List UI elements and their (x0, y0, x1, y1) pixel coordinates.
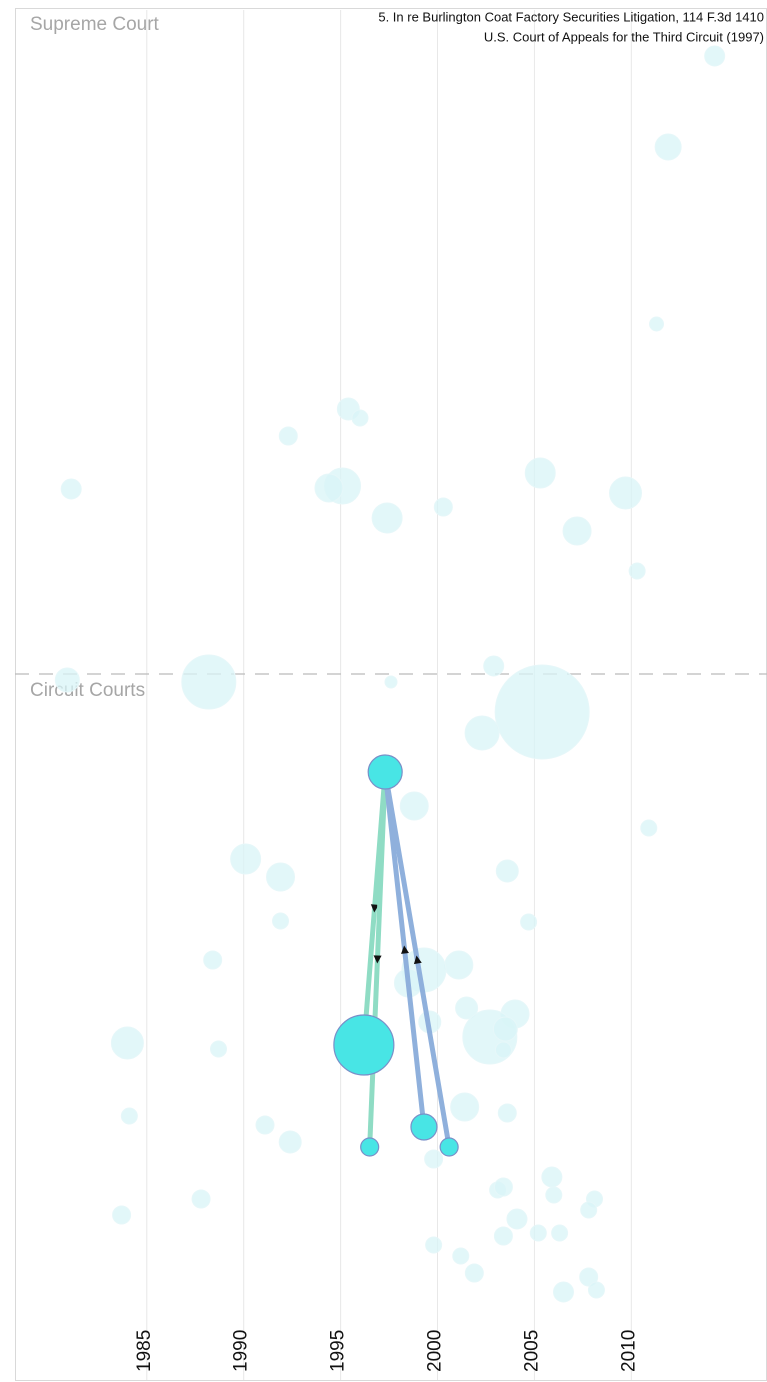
background-bubble (384, 675, 398, 689)
background-bubble (493, 1177, 513, 1197)
background-bubble (628, 562, 646, 580)
background-bubble (524, 457, 556, 489)
background-bubble (181, 654, 237, 710)
background-bubble (579, 1267, 599, 1287)
background-bubble (266, 862, 296, 892)
background-bubble (455, 996, 479, 1020)
background-bubble (494, 664, 590, 760)
background-bubble (704, 45, 726, 67)
x-tick-label: 2000 (425, 1330, 446, 1372)
background-bubble (464, 1263, 484, 1283)
background-bubble (654, 133, 682, 161)
background-bubble (210, 1040, 228, 1058)
x-tick-label: 1990 (231, 1330, 252, 1372)
background-bubble (399, 791, 429, 821)
background-bubble (506, 1208, 528, 1230)
background-bubble (452, 1247, 470, 1265)
background-bubble (545, 1186, 563, 1204)
background-bubble (60, 478, 82, 500)
x-tick-label: 1985 (134, 1330, 155, 1372)
background-bubble (483, 655, 505, 677)
background-bubble (495, 859, 519, 883)
background-bubble (580, 1201, 598, 1219)
link-arrow (401, 945, 409, 954)
background-bubble (492, 1016, 518, 1042)
region-label: Supreme Court (30, 14, 160, 35)
background-bubble (609, 476, 643, 510)
background-bubble (649, 316, 665, 332)
chart-title: 5. In re Burlington Coat Factory Securit… (378, 9, 764, 24)
background-bubble (120, 1107, 138, 1125)
background-bubble (110, 1026, 144, 1060)
background-bubble (587, 1281, 605, 1299)
background-bubble (278, 426, 298, 446)
background-bubble (562, 516, 592, 546)
x-tick-label: 2005 (521, 1330, 542, 1372)
background-bubble (464, 715, 500, 751)
background-bubble (425, 1236, 443, 1254)
background-bubble (493, 1226, 513, 1246)
background-bubble (203, 950, 223, 970)
background-bubble (314, 473, 344, 503)
link-arrow (373, 955, 382, 964)
background-bubble (230, 843, 262, 875)
background-bubble (541, 1166, 563, 1188)
background-bubble (494, 1041, 512, 1059)
background-bubble (191, 1189, 211, 1209)
background-bubble (54, 667, 80, 693)
background-bubble (444, 950, 474, 980)
background-bubble (351, 409, 369, 427)
background-bubble (640, 819, 658, 837)
region-label: Circuit Courts (30, 680, 145, 701)
highlight-bubble (360, 1137, 380, 1157)
x-tick-label: 1995 (328, 1330, 349, 1372)
background-bubble (424, 1149, 444, 1169)
highlight-bubble (333, 1014, 395, 1076)
grid: 1985 1990 1995 2000 2005 2010 Supreme Court Cir… (15, 10, 767, 1380)
background-bubble (371, 502, 403, 534)
background-bubble (272, 912, 290, 930)
background-bubble (551, 1224, 569, 1242)
background-bubble (112, 1205, 132, 1225)
background-bubble (552, 1281, 574, 1303)
highlight-bubble (367, 754, 403, 790)
background-bubble (497, 1103, 517, 1123)
background-bubble (520, 913, 538, 931)
chart-subtitle: U.S. Court of Appeals for the Third Circ… (484, 29, 764, 44)
background-bubble (450, 1092, 480, 1122)
background-bubble (255, 1115, 275, 1135)
background-bubble (433, 497, 453, 517)
link-arrow (370, 904, 379, 913)
link-arrow (413, 955, 422, 965)
background-bubble (529, 1224, 547, 1242)
x-tick-label: 2010 (618, 1330, 639, 1372)
highlight-bubble (410, 1113, 438, 1141)
highlight-bubble (439, 1137, 459, 1157)
background-bubble (278, 1130, 302, 1154)
